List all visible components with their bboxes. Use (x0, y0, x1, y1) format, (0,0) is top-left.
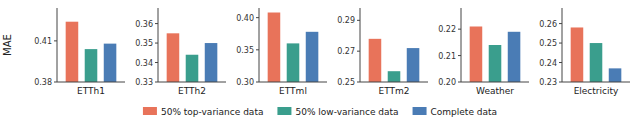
y-tick-label: 0.20 (438, 78, 456, 87)
y-tick-label: 0.25 (539, 39, 557, 48)
y-tick-label: 0.29 (337, 16, 355, 25)
legend-swatch (143, 107, 157, 115)
y-tick-label: 0.30 (236, 78, 254, 87)
y-tick (458, 29, 461, 30)
y-tick (256, 49, 259, 50)
bar (407, 48, 420, 82)
y-tick (357, 82, 360, 83)
x-axis (360, 82, 428, 83)
y-tick (155, 23, 158, 24)
legend-label: Complete data (431, 107, 498, 117)
panel: ETTm2 0.25 0.27 0.29 (337, 8, 428, 96)
bar (268, 13, 281, 82)
x-axis (57, 82, 125, 83)
y-tick (54, 82, 57, 83)
y-tick-label: 0.22 (438, 25, 456, 34)
category-label: ETTh1 (77, 86, 105, 96)
bar (186, 55, 199, 82)
y-tick (559, 62, 562, 63)
y-tick (256, 82, 259, 83)
legend-label: 50% low-variance data (295, 107, 398, 117)
y-tick-label: 0.26 (539, 20, 557, 29)
bars (268, 13, 319, 82)
category-label: ETTh2 (178, 86, 206, 96)
legend-swatch (277, 107, 291, 115)
bars (571, 27, 622, 82)
bars (470, 27, 521, 83)
y-tick-label: 0.24 (539, 59, 557, 68)
x-axis (461, 82, 529, 83)
bar (571, 27, 584, 82)
y-tick-label: 0.40 (236, 14, 254, 23)
panel: Weather 0.20 0.21 0.22 (438, 8, 529, 96)
category-label: Electricity (574, 86, 619, 96)
chart: ETTh10.380.41MAEETTh20.330.340.350.36ETT… (0, 0, 640, 123)
bar (489, 45, 502, 82)
x-axis (562, 82, 630, 83)
y-tick (559, 23, 562, 24)
category-label: ETTm2 (378, 86, 409, 96)
y-tick (155, 43, 158, 44)
y-axis (259, 8, 260, 82)
y-tick (458, 55, 461, 56)
legend: 50% top-variance data 50% low-variance da… (143, 107, 497, 117)
y-tick-label: 0.21 (438, 52, 456, 61)
y-tick (256, 17, 259, 18)
panel: Electricity 0.23 0.24 0.25 0.26 (539, 8, 630, 96)
y-tick (155, 62, 158, 63)
legend-label: 50% top-variance data (161, 107, 264, 117)
bar (508, 32, 521, 82)
y-tick (559, 82, 562, 83)
y-axis (562, 8, 563, 82)
y-tick-label: 0.35 (236, 46, 254, 55)
y-axis (360, 8, 361, 82)
panel: ETTml 0.30 0.35 0.40 (236, 8, 327, 96)
y-axis (158, 8, 159, 82)
legend-swatch (413, 107, 427, 115)
y-axis (57, 8, 58, 82)
bar (470, 27, 483, 83)
y-tick (357, 20, 360, 21)
bar (167, 33, 180, 82)
panel: ETTh2 0.33 0.34 0.35 0.36 (135, 8, 226, 96)
y-tick-label: 0.27 (337, 47, 355, 56)
bars (167, 33, 218, 82)
bar (205, 43, 218, 82)
bars (369, 39, 420, 82)
bar (66, 22, 79, 82)
bar (104, 44, 117, 82)
y-tick (559, 43, 562, 44)
bar (85, 49, 98, 82)
category-label: Weather (476, 86, 514, 96)
bar (369, 39, 382, 82)
y-tick-label: 0.41 (34, 37, 52, 46)
y-tick-label: 0.33 (135, 78, 153, 87)
y-tick-label: 0.35 (135, 39, 153, 48)
bar (388, 71, 401, 82)
x-axis (259, 82, 327, 83)
y-tick-label: 0.23 (539, 78, 557, 87)
y-tick-label: 0.25 (337, 78, 355, 87)
y-tick (54, 40, 57, 41)
y-axis (461, 8, 462, 82)
y-tick-label: 0.36 (135, 20, 153, 29)
bar (287, 43, 300, 82)
y-axis-label: MAE (2, 34, 13, 56)
category-label: ETTml (279, 86, 307, 96)
y-tick (155, 82, 158, 83)
bar (609, 68, 622, 82)
y-tick (458, 82, 461, 83)
bar (590, 43, 603, 82)
y-tick-label: 0.34 (135, 59, 153, 68)
y-tick (357, 51, 360, 52)
panel: ETTh1 0.38 0.41 (34, 8, 125, 96)
x-axis (158, 82, 226, 83)
y-tick-label: 0.38 (34, 78, 52, 87)
bar (306, 32, 319, 82)
bars (66, 22, 117, 82)
